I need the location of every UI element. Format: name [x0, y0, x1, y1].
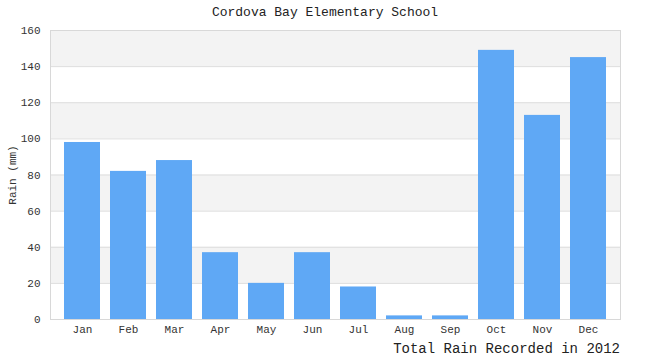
svg-text:Dec: Dec: [579, 324, 599, 336]
svg-text:Nov: Nov: [533, 324, 553, 336]
svg-text:Jun: Jun: [303, 324, 323, 336]
svg-text:May: May: [257, 324, 277, 336]
svg-text:Apr: Apr: [211, 324, 231, 336]
svg-text:80: 80: [27, 170, 40, 182]
svg-text:Feb: Feb: [119, 324, 139, 336]
svg-text:20: 20: [27, 278, 40, 290]
svg-text:0: 0: [34, 314, 41, 326]
svg-text:Aug: Aug: [395, 324, 415, 336]
svg-text:160: 160: [21, 25, 41, 37]
svg-text:Oct: Oct: [487, 324, 507, 336]
svg-text:Rain (mm): Rain (mm): [7, 145, 19, 204]
svg-text:40: 40: [27, 242, 40, 254]
svg-text:Mar: Mar: [165, 324, 185, 336]
svg-text:60: 60: [27, 206, 40, 218]
svg-text:Sep: Sep: [441, 324, 461, 336]
svg-text:Jan: Jan: [73, 324, 93, 336]
html-text:Total Rain Recorded in 2012: Total Rain Recorded in 2012: [393, 341, 620, 357]
svg-text:100: 100: [21, 133, 41, 145]
svg-text:120: 120: [21, 97, 41, 109]
svg-text:140: 140: [21, 61, 41, 73]
html-text:Cordova Bay Elementary School: Cordova Bay Elementary School: [211, 5, 439, 20]
svg-text:Jul: Jul: [349, 324, 369, 336]
